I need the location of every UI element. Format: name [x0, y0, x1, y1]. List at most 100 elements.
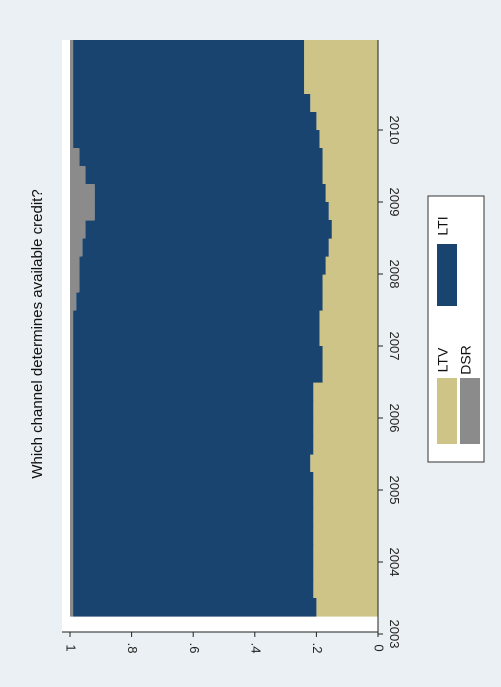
lti-area-segment — [73, 112, 317, 131]
lti-area-segment — [73, 40, 305, 59]
lti-area-segment — [73, 58, 305, 77]
lti-area-segment — [73, 418, 314, 437]
ltv-area-segment — [319, 328, 378, 347]
y-axis-ticks: 0 .2 .4 .6 .8 1 — [64, 632, 387, 653]
x-tick-label: 2006 — [387, 404, 402, 433]
lti-area-segment — [79, 274, 323, 293]
dsr-area-segment — [70, 544, 74, 563]
lti-area-segment — [73, 130, 320, 149]
dsr-area-segment — [70, 292, 77, 311]
dsr-area-segment — [70, 130, 74, 149]
y-tick-label: 1 — [64, 644, 79, 651]
dsr-area-segment — [70, 310, 74, 329]
ltv-area-segment — [313, 400, 378, 419]
ltv-area-segment — [304, 58, 378, 77]
legend-swatch-ltv — [437, 378, 457, 444]
ltv-area-segment — [325, 184, 378, 203]
ltv-area-segment — [304, 76, 378, 95]
dsr-area-segment — [70, 148, 80, 167]
series-dsr — [70, 40, 95, 617]
lti-area-segment — [73, 544, 314, 563]
dsr-area-segment — [70, 256, 80, 275]
ltv-area-segment — [313, 472, 378, 491]
legend-label-lti: LTI — [435, 216, 451, 235]
legend-swatch-dsr — [460, 378, 480, 444]
legend-label-ltv: LTV — [435, 347, 451, 372]
ltv-area-segment — [313, 508, 378, 527]
ltv-area-segment — [328, 202, 378, 221]
x-tick-label: 2010 — [387, 116, 402, 145]
ltv-area-segment — [328, 238, 378, 257]
dsr-area-segment — [70, 364, 74, 383]
ltv-area-segment — [310, 454, 378, 473]
ltv-area-segment — [304, 40, 378, 59]
dsr-area-segment — [70, 454, 74, 473]
y-tick-label: .4 — [248, 643, 263, 654]
lti-area-segment — [79, 148, 323, 167]
dsr-area-segment — [70, 184, 95, 203]
x-tick-label: 2009 — [387, 188, 402, 217]
lti-area-segment — [73, 508, 314, 527]
dsr-area-segment — [70, 508, 74, 527]
dsr-area-segment — [70, 40, 74, 59]
ltv-area-segment — [325, 256, 378, 275]
lti-area-segment — [85, 220, 332, 239]
ltv-area-segment — [313, 436, 378, 455]
ltv-area-segment — [322, 148, 378, 167]
lti-area-segment — [94, 202, 329, 221]
ltv-area-segment — [313, 418, 378, 437]
lti-area-segment — [79, 256, 326, 275]
lti-area-segment — [73, 382, 314, 401]
ltv-area-segment — [313, 526, 378, 545]
dsr-area-segment — [70, 76, 74, 95]
y-tick-label: 0 — [372, 644, 387, 651]
x-tick-label: 2005 — [387, 476, 402, 505]
dsr-area-segment — [70, 238, 83, 257]
ltv-area-segment — [322, 346, 378, 365]
lti-area-segment — [73, 526, 314, 545]
dsr-area-segment — [70, 202, 95, 221]
dsr-area-segment — [70, 598, 74, 617]
x-tick-label: 2007 — [387, 332, 402, 361]
ltv-area-segment — [331, 220, 378, 239]
x-tick-label: 2003 — [387, 620, 402, 649]
dsr-area-segment — [70, 472, 74, 491]
lti-area-segment — [73, 562, 314, 581]
dsr-area-segment — [70, 580, 74, 599]
lti-area-segment — [82, 238, 329, 257]
dsr-area-segment — [70, 166, 86, 185]
dsr-area-segment — [70, 94, 74, 113]
dsr-area-segment — [70, 346, 74, 365]
ltv-area-segment — [322, 274, 378, 293]
ltv-area-segment — [313, 562, 378, 581]
ltv-area-segment — [319, 310, 378, 329]
lti-area-segment — [73, 436, 314, 455]
x-tick-label: 2008 — [387, 260, 402, 289]
lti-area-segment — [73, 346, 323, 365]
dsr-area-segment — [70, 328, 74, 347]
dsr-area-segment — [70, 112, 74, 131]
dsr-area-segment — [70, 436, 74, 455]
legend-label-dsr: DSR — [458, 345, 474, 375]
dsr-area-segment — [70, 58, 74, 77]
lti-area-segment — [73, 328, 320, 347]
y-tick-label: .2 — [310, 643, 325, 654]
lti-area-segment — [85, 166, 323, 185]
dsr-area-segment — [70, 400, 74, 419]
dsr-area-segment — [70, 220, 86, 239]
ltv-area-segment — [313, 490, 378, 509]
dsr-area-segment — [70, 382, 74, 401]
chart-title: Which channel determines available credi… — [29, 189, 46, 478]
legend: LTV LTI DSR — [427, 195, 485, 463]
y-tick-label: .6 — [187, 643, 202, 654]
ltv-area-segment — [322, 364, 378, 383]
series-lti — [73, 40, 332, 617]
lti-area-segment — [73, 400, 314, 419]
lti-area-segment — [76, 292, 323, 311]
lti-area-segment — [73, 94, 311, 113]
ltv-area-segment — [313, 382, 378, 401]
lti-area-segment — [73, 580, 314, 599]
ltv-area-segment — [313, 544, 378, 563]
